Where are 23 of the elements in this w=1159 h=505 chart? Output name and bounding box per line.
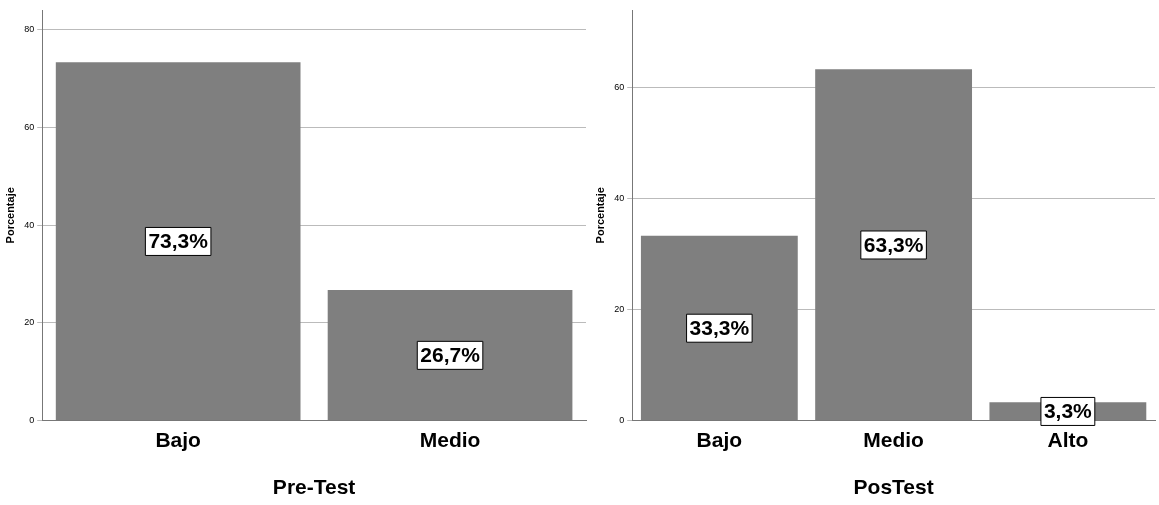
x-axis-title: Pre-Test (272, 475, 356, 499)
data-label: 73,3% (148, 229, 209, 253)
data-label: 33,3% (689, 316, 750, 340)
x-tick-label: Medio (863, 428, 924, 451)
y-axis-title: Porcentaje (3, 187, 16, 244)
y-tick-label: 0 (619, 415, 625, 426)
x-tick-label: Bajo (155, 428, 201, 451)
y-tick-label: 20 (24, 317, 35, 328)
x-tick-label: Alto (1047, 428, 1089, 451)
data-label: 26,7% (420, 343, 481, 367)
y-tick-label: 20 (614, 304, 625, 315)
y-tick-label: 60 (24, 121, 35, 132)
y-tick-label: 40 (614, 193, 625, 204)
data-label: 3,3% (1043, 399, 1093, 423)
y-axis-title: Porcentaje (593, 187, 606, 244)
y-tick-label: 80 (24, 24, 35, 35)
y-tick-label: 40 (24, 219, 35, 230)
y-tick-label: 60 (614, 82, 625, 93)
data-label: 63,3% (863, 232, 924, 256)
x-tick-label: Medio (419, 428, 481, 451)
x-tick-label: Bajo (696, 428, 743, 451)
y-tick-label: 0 (29, 415, 35, 426)
x-axis-title: PosTest (853, 475, 934, 499)
